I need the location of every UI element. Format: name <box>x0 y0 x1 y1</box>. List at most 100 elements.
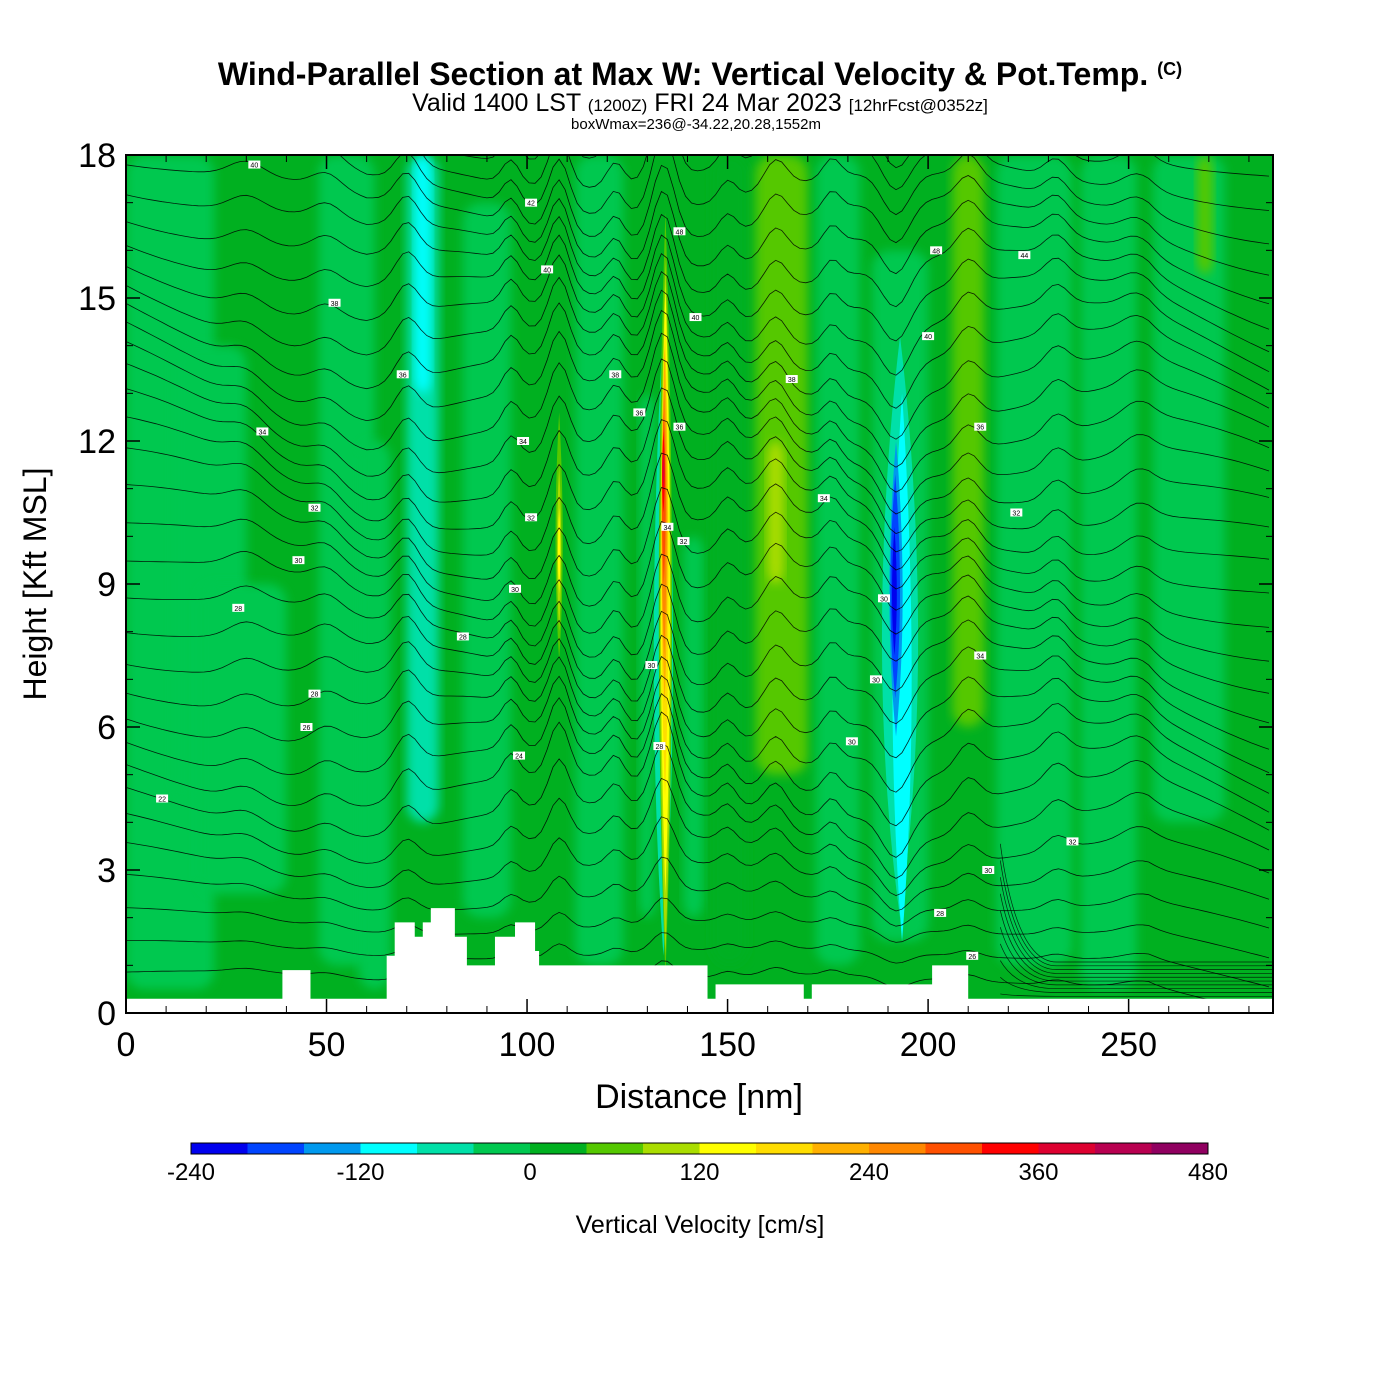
isentrope-label: 30 <box>869 675 882 684</box>
colorbar-swatch <box>756 1143 813 1154</box>
isentrope-label: 30 <box>292 556 305 565</box>
field-band <box>414 155 431 394</box>
isentrope-label-text: 30 <box>511 587 519 594</box>
isentrope-label: 42 <box>525 198 538 208</box>
isentrope-label: 32 <box>677 537 690 546</box>
isentrope-line <box>458 155 1270 177</box>
isentrope-line <box>126 932 1270 988</box>
stable-layer-line <box>999 927 1273 982</box>
isentrope-label-bg <box>645 661 658 670</box>
isentrope-label-text: 32 <box>1069 839 1077 846</box>
isentrope-label: 32 <box>525 513 538 522</box>
isentrope-label-bg <box>256 427 269 436</box>
colorbar-swatch <box>1151 1143 1208 1154</box>
isentrope-label-bg <box>525 513 538 522</box>
colorbar-swatch <box>530 1143 587 1154</box>
isentrope-label: 36 <box>396 370 409 379</box>
isentrope-line <box>126 484 1270 594</box>
isentrope-label-text: 28 <box>234 606 242 613</box>
isentrope-label-bg <box>966 951 979 960</box>
isentrope-label-bg <box>982 866 995 874</box>
colorbar-tick-label: 0 <box>523 1159 536 1186</box>
x-tick-label: 0 <box>117 1026 136 1064</box>
isentrope-line <box>126 856 1270 929</box>
isentrope-label-bg <box>456 632 469 641</box>
isentrope-label-text: 34 <box>258 429 266 436</box>
isentrope-label-bg <box>633 408 646 417</box>
isentrope-label-bg <box>609 370 622 379</box>
isentrope-line <box>126 674 1270 794</box>
isentrope-label-text: 28 <box>459 634 467 641</box>
isentrope-label-bg <box>845 737 858 746</box>
isentrope-label-bg <box>689 313 702 322</box>
isentrope-lines <box>126 0 1273 1013</box>
isentrope-line <box>126 518 1270 628</box>
isentrope-label: 38 <box>609 370 622 379</box>
isentrope-label-bg <box>661 522 674 531</box>
colorbar: -240 -120 0 120 240 360 480 <box>167 1142 1228 1186</box>
isentrope-label-text: 34 <box>519 439 527 446</box>
colorbar-swatch <box>869 1143 926 1154</box>
colorbar-swatch <box>191 1143 248 1154</box>
terrain <box>126 908 1273 1013</box>
colorbar-swatch <box>1095 1143 1152 1154</box>
isentrope-labels: 40 42 40 48 48 44 38 40 40 36 38 38 36 36 34 36 34 34 32 32… <box>156 160 1079 961</box>
colorbar-swatch <box>360 1143 417 1154</box>
y-tick-label: 18 <box>78 137 116 175</box>
field-band <box>1152 155 1225 823</box>
colorbar-tick-label: 480 <box>1188 1159 1228 1186</box>
isentrope-label: 32 <box>1066 837 1079 846</box>
isentrope-line <box>126 160 1270 276</box>
isentrope-label-bg <box>248 160 261 169</box>
x-tick-label: 100 <box>499 1026 556 1064</box>
field-band <box>1080 155 1137 990</box>
field-band <box>198 584 287 894</box>
colorbar-swatch <box>643 1143 700 1154</box>
isentrope-label-bg <box>930 246 943 255</box>
isentrope-label-bg <box>869 675 882 684</box>
colorbar-swatch <box>925 1143 982 1154</box>
stable-layer-line <box>999 843 1273 963</box>
isentrope-label-bg <box>509 584 522 593</box>
stable-layer-line <box>1000 976 1273 993</box>
isentrope-label: 40 <box>248 160 261 170</box>
isentrope-label-bg <box>922 332 935 341</box>
isentrope-label-bg <box>156 794 169 803</box>
colorbar-label: Vertical Velocity [cm/s] <box>576 1211 825 1239</box>
isentrope-line <box>126 416 1270 553</box>
isentrope-label-bg <box>974 422 987 431</box>
field-band <box>639 393 656 918</box>
isentrope-label-text: 48 <box>676 229 684 236</box>
y-tick-label: 6 <box>97 709 116 747</box>
isentrope-label-text: 32 <box>311 506 319 513</box>
isentrope-label-bg <box>653 742 666 751</box>
field-band <box>996 155 1073 966</box>
isentrope-line <box>126 190 1270 305</box>
isentrope-label-bg <box>677 537 690 546</box>
isentrope-label-bg <box>308 503 321 512</box>
colorbar-tick-label: 240 <box>849 1159 889 1186</box>
isentrope-label: 34 <box>256 427 269 436</box>
y-tick-label: 12 <box>78 423 116 461</box>
isentrope-line <box>126 583 1270 694</box>
isentrope-label: 28 <box>308 689 321 699</box>
isentrope-line <box>126 387 1270 535</box>
isentrope-label-bg <box>308 689 321 698</box>
isentrope-label: 28 <box>456 632 469 641</box>
downdraft-core-2 <box>892 526 897 656</box>
field-band <box>815 155 860 966</box>
isentrope-line <box>126 0 1269 130</box>
y-tick-label: 0 <box>97 995 116 1033</box>
isentrope-label: 40 <box>689 313 702 322</box>
isentrope-label: 22 <box>156 794 169 804</box>
isentrope-line <box>422 155 1270 211</box>
isentrope-line <box>339 155 1270 245</box>
colorbar-swatch <box>304 1143 361 1154</box>
isentrope-label: 30 <box>982 866 995 875</box>
isentrope-label-text: 30 <box>872 677 880 684</box>
isentrope-label-text: 38 <box>331 301 339 308</box>
isentrope-label: 34 <box>974 651 987 661</box>
boxwmax-text: boxWmax=236@-34.22,20.28,1552m <box>571 116 821 133</box>
isentrope-label-text: 42 <box>527 201 535 208</box>
